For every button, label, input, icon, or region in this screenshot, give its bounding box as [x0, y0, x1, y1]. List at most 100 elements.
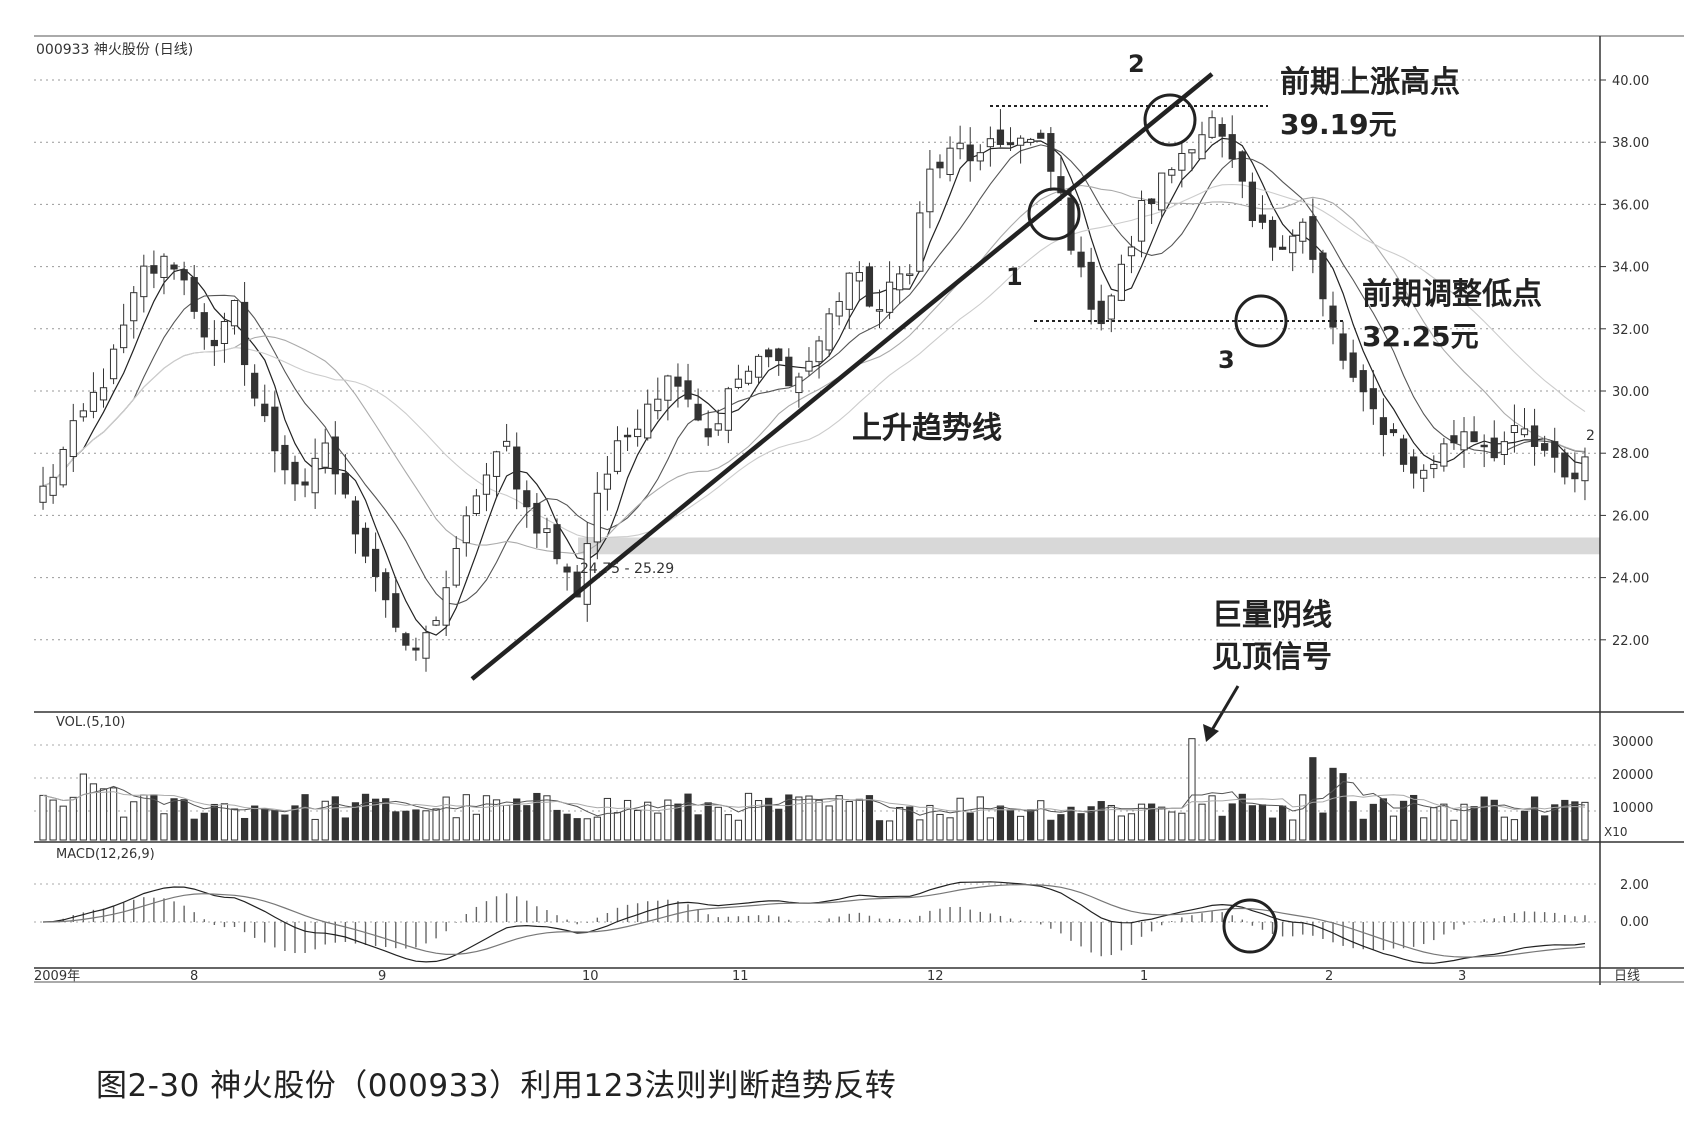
- candle-up: [815, 340, 823, 363]
- candle-down: [170, 264, 178, 270]
- volume-bar: [180, 799, 188, 841]
- trendline-label: 上升趋势线: [852, 411, 1002, 446]
- candle-down: [765, 349, 773, 358]
- support-band-rect: [578, 537, 1600, 555]
- date-label-3: 3: [1458, 969, 1466, 984]
- macd-indicator-label: MACD(12,26,9): [56, 847, 155, 862]
- candle-up: [1289, 235, 1297, 254]
- candle-up: [1460, 431, 1468, 451]
- volume-bar: [896, 806, 904, 841]
- candle-up: [442, 587, 450, 626]
- candle-down: [1329, 305, 1337, 328]
- candle-down: [523, 490, 531, 508]
- candle-down: [1228, 134, 1236, 160]
- date-label-daily: 日线: [1614, 969, 1640, 984]
- support-band: [578, 537, 1600, 555]
- volume-bar: [1218, 815, 1226, 841]
- volume-bar: [361, 793, 370, 841]
- volume-bar: [311, 818, 319, 841]
- candle-down: [1067, 197, 1075, 251]
- candle-up: [39, 485, 47, 503]
- volume-bar: [1339, 773, 1347, 841]
- volume-bar: [1359, 818, 1367, 841]
- candle-up: [1016, 137, 1025, 146]
- volume-bar: [1389, 815, 1398, 841]
- volume-bar: [654, 812, 662, 841]
- candle-down: [1530, 425, 1539, 447]
- volume-bar: [1349, 801, 1357, 841]
- candle-up: [1440, 443, 1448, 467]
- volume-bar: [1208, 795, 1216, 841]
- candle-up: [1198, 134, 1206, 160]
- volume-bar: [79, 773, 87, 841]
- volume-bar: [1530, 796, 1539, 841]
- volume-bar: [916, 819, 924, 841]
- volume-bar: [1500, 816, 1508, 841]
- candle-up: [99, 387, 108, 401]
- candle-down: [704, 428, 712, 438]
- volume-bar: [805, 795, 813, 841]
- candle-down: [1268, 219, 1277, 248]
- candle-down: [996, 129, 1005, 145]
- price-tick-label: 22.00: [1612, 634, 1649, 649]
- candle-up: [896, 273, 904, 291]
- volume-bar: [39, 794, 47, 841]
- ma-30-line: [42, 183, 1586, 539]
- candle-down: [1218, 123, 1226, 137]
- candle-up: [916, 212, 924, 272]
- volume-note-line1: 巨量阴线: [1212, 598, 1332, 633]
- candle-up: [926, 168, 934, 213]
- candle-down: [966, 144, 974, 162]
- volume-bar: [442, 796, 450, 841]
- volume-bar: [1379, 798, 1388, 841]
- candle-up: [220, 321, 229, 344]
- candle-up: [59, 448, 67, 486]
- candle-up: [130, 292, 138, 322]
- candle-down: [785, 356, 793, 387]
- volume-bars: [39, 738, 1589, 841]
- volume-bar: [120, 816, 128, 841]
- price-tick-label: 30.00: [1612, 385, 1649, 400]
- right-edge-label: 2: [1586, 428, 1595, 444]
- volume-bar: [835, 795, 843, 841]
- candle-down: [180, 269, 188, 281]
- volume-bar: [1289, 819, 1297, 841]
- candle-up: [825, 313, 833, 351]
- candle-up: [492, 451, 501, 477]
- candle-down: [1057, 176, 1065, 194]
- volume-bar: [976, 796, 984, 841]
- candle-up: [120, 324, 128, 349]
- volume-bar: [603, 797, 612, 841]
- volume-bar: [996, 805, 1005, 841]
- volume-bar: [240, 817, 249, 841]
- candle-up: [664, 375, 672, 401]
- candle-down: [865, 266, 874, 307]
- volume-bar: [432, 808, 440, 841]
- candle-up: [1027, 138, 1035, 143]
- volume-bar: [220, 803, 229, 841]
- volume-bar: [1168, 811, 1176, 841]
- candle-up: [1581, 456, 1589, 482]
- high-point-value: 39.19元: [1280, 108, 1397, 141]
- candle-down: [1006, 142, 1015, 146]
- candle-down: [251, 372, 259, 399]
- volume-bar: [523, 805, 531, 841]
- candle-down: [1077, 251, 1085, 268]
- date-label-1: 1: [1140, 969, 1148, 984]
- date-label-12: 12: [927, 969, 944, 984]
- volume-tick-30000: 30000: [1612, 735, 1653, 750]
- volume-bar: [1561, 799, 1569, 841]
- candle-down: [1037, 132, 1045, 139]
- candle-up: [1158, 172, 1166, 211]
- candle-up: [654, 398, 662, 412]
- candle-down: [1551, 441, 1559, 458]
- candle-down: [573, 571, 581, 598]
- candle-down: [291, 461, 299, 485]
- candle-up: [744, 370, 753, 384]
- volume-bar: [291, 805, 299, 841]
- macd-dea-line: [42, 884, 1586, 958]
- candle-down: [200, 312, 208, 338]
- volume-bar: [1551, 804, 1559, 841]
- ma-5-line: [42, 137, 1586, 636]
- volume-bar: [855, 798, 863, 841]
